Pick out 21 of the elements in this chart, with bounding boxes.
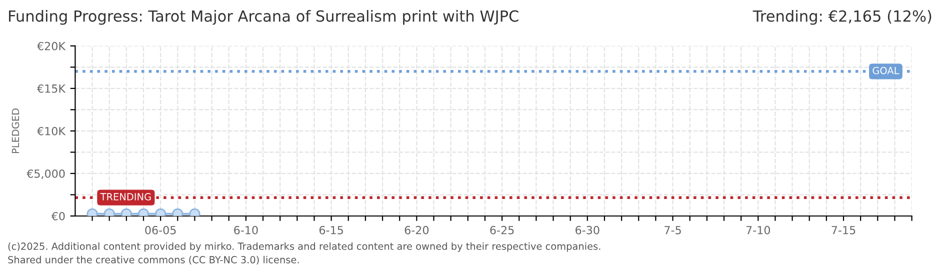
text: (c)2025. Additional content provided by mirko. Trademarks and related content are owned by their respective companies.: [8, 242, 600, 252]
y-tick-label: €20K: [36, 42, 66, 50]
x-tick-label: 7-15: [832, 226, 856, 234]
y-tick-label: €5,000: [26, 169, 65, 179]
chart-subtitle: Trending: €2,165 (12%): [752, 10, 932, 25]
x-tick-label: 6-15: [319, 226, 343, 234]
y-tick-label: €0: [51, 212, 65, 220]
x-tick-label: 6-10: [234, 226, 258, 234]
y-tick-label: €15K: [36, 84, 66, 93]
x-tick-label: 6-30: [576, 226, 600, 234]
y-tick-label: €10K: [36, 126, 66, 136]
x-tick-label: 7-10: [746, 226, 770, 234]
x-tick-label: 6-25: [490, 226, 514, 234]
ref-line-label: TRENDING: [100, 193, 151, 200]
x-tick-label: 6-20: [404, 226, 429, 234]
y-axis-title: PLEDGED: [12, 108, 20, 154]
x-tick-label: 06-05: [145, 226, 176, 234]
chart-title: Funding Progress: Tarot Major Arcana of Surrealism print with WJPC: [9, 10, 518, 25]
text: Shared under the creative commons (CC BY-NC 3.0) license.: [8, 256, 299, 265]
x-tick-label: 7-5: [664, 226, 681, 234]
ref-line-label: GOAL: [872, 66, 900, 74]
